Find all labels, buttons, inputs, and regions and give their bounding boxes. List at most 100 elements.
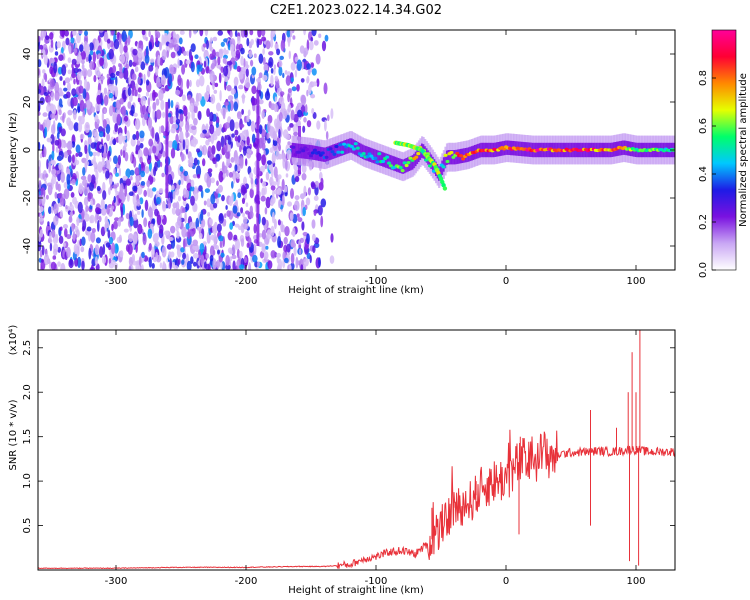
- noise-blob: [54, 191, 58, 199]
- noise-blob: [241, 108, 245, 115]
- trace-point: [332, 152, 337, 156]
- noise-blob: [276, 255, 280, 264]
- noise-blob: [220, 261, 223, 269]
- noise-blob: [57, 246, 61, 253]
- noise-blob: [71, 72, 77, 78]
- noise-blob: [155, 145, 160, 155]
- noise-blob: [242, 212, 246, 218]
- noise-blob: [309, 255, 312, 264]
- y-tick-label: 2.0: [22, 384, 33, 400]
- noise-blob: [132, 134, 137, 140]
- noise-blob: [71, 154, 75, 163]
- noise-blob: [62, 224, 69, 229]
- noise-blob: [147, 69, 151, 78]
- noise-blob: [100, 198, 105, 211]
- noise-blob: [249, 30, 254, 36]
- noise-blob: [260, 195, 266, 202]
- noise-blob: [117, 132, 124, 145]
- noise-blob: [293, 246, 297, 257]
- trace-band: [411, 155, 414, 170]
- noise-blob: [57, 261, 61, 267]
- noise-blob: [230, 88, 236, 95]
- noise-blob: [43, 253, 50, 266]
- noise-blob: [307, 187, 311, 196]
- noise-blob: [306, 63, 311, 70]
- noise-blob: [118, 33, 122, 46]
- noise-blob: [41, 49, 46, 58]
- noise-blob: [38, 195, 43, 205]
- trace-point: [402, 161, 407, 165]
- noise-blob: [279, 55, 285, 61]
- noise-blob: [209, 111, 214, 122]
- trace-point: [441, 165, 446, 169]
- noise-blob: [192, 239, 198, 246]
- noise-blob: [38, 88, 41, 94]
- noise-blob: [134, 89, 138, 97]
- trace-band: [449, 150, 452, 165]
- noise-blob: [245, 68, 249, 77]
- noise-blob: [143, 217, 148, 228]
- noise-blob: [137, 265, 141, 270]
- noise-blob: [275, 150, 280, 160]
- noise-blob: [223, 65, 229, 77]
- noise-blob: [132, 185, 138, 192]
- trace-band: [419, 145, 422, 160]
- noise-blob: [49, 66, 53, 75]
- colorbar-frame: [711, 29, 737, 271]
- noise-blob: [312, 112, 317, 119]
- noise-blob: [189, 156, 194, 163]
- secondary-trace-point: [442, 186, 448, 191]
- noise-blob: [243, 188, 248, 194]
- noise-blob: [100, 160, 106, 166]
- noise-blob: [261, 245, 265, 253]
- noise-blob: [72, 30, 77, 36]
- noise-blob: [310, 94, 316, 99]
- noise-blob: [108, 174, 113, 186]
- noise-blob: [274, 75, 279, 82]
- noise-blob: [84, 160, 90, 166]
- noise-blob: [148, 148, 152, 156]
- noise-blob: [159, 224, 164, 234]
- noise-blob: [220, 135, 225, 148]
- noise-blob: [190, 179, 195, 188]
- noise-blob: [218, 235, 224, 242]
- noise-blob: [107, 229, 111, 239]
- noise-blob: [242, 145, 247, 156]
- noise-blob: [289, 30, 293, 38]
- noise-blob: [267, 260, 273, 270]
- noise-blob: [170, 184, 175, 191]
- trace-band: [382, 152, 385, 167]
- noise-blob: [86, 99, 91, 110]
- noise-blob: [122, 150, 126, 158]
- noise-blob: [126, 192, 130, 202]
- trace-band: [389, 155, 392, 170]
- noise-blob: [58, 162, 63, 170]
- noise-blob: [47, 184, 53, 196]
- noise-blob: [77, 121, 83, 133]
- noise-blob: [96, 118, 100, 125]
- noise-blob: [107, 151, 110, 161]
- noise-blob: [104, 223, 107, 233]
- trace-point: [353, 142, 358, 146]
- noise-blob: [258, 124, 263, 135]
- noise-blob: [209, 53, 214, 60]
- noise-blob: [59, 226, 63, 231]
- noise-blob: [120, 149, 123, 157]
- noise-blob: [194, 54, 199, 59]
- noise-blob: [234, 121, 240, 129]
- noise-blob: [76, 216, 80, 227]
- noise-blob: [129, 169, 135, 176]
- noise-blob: [306, 77, 309, 84]
- noise-blob: [73, 78, 76, 85]
- noise-blob: [210, 193, 216, 205]
- noise-blob: [137, 93, 141, 98]
- noise-blob: [38, 141, 41, 151]
- colorbar-tick-label: 0.4: [698, 166, 709, 182]
- noise-blob: [84, 186, 89, 196]
- noise-blob: [102, 190, 107, 200]
- noise-blob: [124, 151, 129, 162]
- noise-blob: [71, 63, 74, 69]
- noise-blob: [236, 155, 240, 166]
- noise-blob: [198, 249, 201, 259]
- noise-blob: [222, 108, 226, 120]
